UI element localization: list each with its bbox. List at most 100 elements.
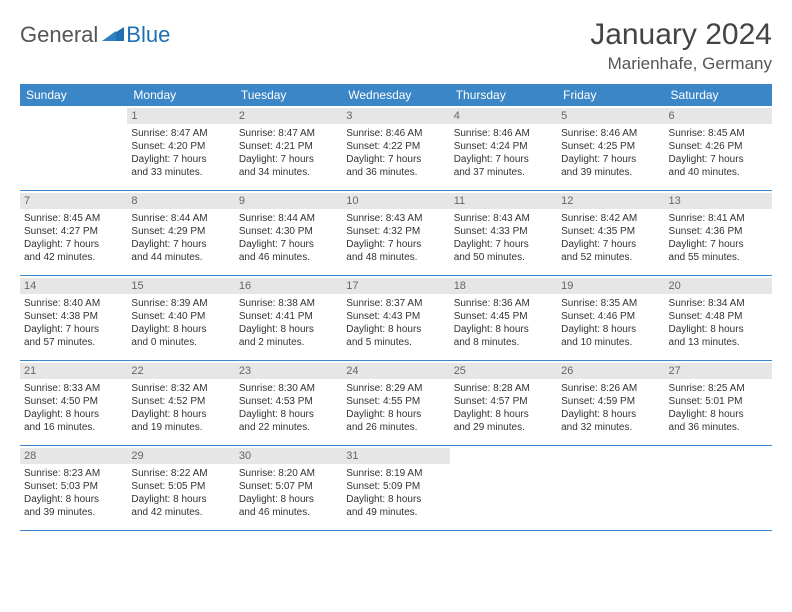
daylight-line: Daylight: 8 hours xyxy=(24,408,123,421)
sunrise-line: Sunrise: 8:46 AM xyxy=(346,127,445,140)
daylight-line-2: and 33 minutes. xyxy=(131,166,230,179)
day-number: 11 xyxy=(450,193,557,209)
day-cell: 9Sunrise: 8:44 AMSunset: 4:30 PMDaylight… xyxy=(235,191,342,275)
day-number: 16 xyxy=(235,278,342,294)
day-number: 1 xyxy=(127,108,234,124)
sunrise-line: Sunrise: 8:37 AM xyxy=(346,297,445,310)
day-cell xyxy=(20,106,127,190)
day-cell: 7Sunrise: 8:45 AMSunset: 4:27 PMDaylight… xyxy=(20,191,127,275)
sunrise-line: Sunrise: 8:29 AM xyxy=(346,382,445,395)
day-cell: 19Sunrise: 8:35 AMSunset: 4:46 PMDayligh… xyxy=(557,276,664,360)
sunrise-line: Sunrise: 8:42 AM xyxy=(561,212,660,225)
daylight-line: Daylight: 8 hours xyxy=(24,493,123,506)
sunrise-line: Sunrise: 8:45 AM xyxy=(669,127,768,140)
day-cell: 24Sunrise: 8:29 AMSunset: 4:55 PMDayligh… xyxy=(342,361,449,445)
day-cell xyxy=(557,446,664,530)
daylight-line-2: and 34 minutes. xyxy=(239,166,338,179)
sunset-line: Sunset: 4:43 PM xyxy=(346,310,445,323)
day-cell: 13Sunrise: 8:41 AMSunset: 4:36 PMDayligh… xyxy=(665,191,772,275)
day-cell: 27Sunrise: 8:25 AMSunset: 5:01 PMDayligh… xyxy=(665,361,772,445)
weekday-header: Tuesday xyxy=(235,84,342,106)
sunset-line: Sunset: 4:45 PM xyxy=(454,310,553,323)
sunset-line: Sunset: 4:33 PM xyxy=(454,225,553,238)
daylight-line: Daylight: 7 hours xyxy=(561,153,660,166)
sunset-line: Sunset: 5:07 PM xyxy=(239,480,338,493)
calendar-grid: Sunday Monday Tuesday Wednesday Thursday… xyxy=(20,84,772,531)
day-number: 10 xyxy=(342,193,449,209)
sunset-line: Sunset: 4:29 PM xyxy=(131,225,230,238)
sunset-line: Sunset: 4:53 PM xyxy=(239,395,338,408)
day-cell: 25Sunrise: 8:28 AMSunset: 4:57 PMDayligh… xyxy=(450,361,557,445)
day-cell: 10Sunrise: 8:43 AMSunset: 4:32 PMDayligh… xyxy=(342,191,449,275)
day-number: 8 xyxy=(127,193,234,209)
day-number: 5 xyxy=(557,108,664,124)
month-title: January 2024 xyxy=(590,18,772,52)
sunset-line: Sunset: 4:59 PM xyxy=(561,395,660,408)
sunrise-line: Sunrise: 8:36 AM xyxy=(454,297,553,310)
daylight-line: Daylight: 8 hours xyxy=(131,408,230,421)
day-number: 18 xyxy=(450,278,557,294)
day-cell: 3Sunrise: 8:46 AMSunset: 4:22 PMDaylight… xyxy=(342,106,449,190)
daylight-line-2: and 16 minutes. xyxy=(24,421,123,434)
weekday-header: Thursday xyxy=(450,84,557,106)
logo-text-general: General xyxy=(20,22,98,48)
sunset-line: Sunset: 5:01 PM xyxy=(669,395,768,408)
daylight-line-2: and 5 minutes. xyxy=(346,336,445,349)
sunrise-line: Sunrise: 8:43 AM xyxy=(346,212,445,225)
sunrise-line: Sunrise: 8:47 AM xyxy=(239,127,338,140)
weekday-header: Monday xyxy=(127,84,234,106)
daylight-line: Daylight: 8 hours xyxy=(669,408,768,421)
day-number: 25 xyxy=(450,363,557,379)
day-number: 22 xyxy=(127,363,234,379)
day-number: 21 xyxy=(20,363,127,379)
daylight-line-2: and 52 minutes. xyxy=(561,251,660,264)
daylight-line: Daylight: 7 hours xyxy=(454,238,553,251)
sunset-line: Sunset: 4:57 PM xyxy=(454,395,553,408)
day-cell: 8Sunrise: 8:44 AMSunset: 4:29 PMDaylight… xyxy=(127,191,234,275)
day-number: 26 xyxy=(557,363,664,379)
daylight-line: Daylight: 7 hours xyxy=(24,238,123,251)
sunrise-line: Sunrise: 8:43 AM xyxy=(454,212,553,225)
daylight-line: Daylight: 8 hours xyxy=(239,493,338,506)
daylight-line: Daylight: 7 hours xyxy=(131,153,230,166)
sunrise-line: Sunrise: 8:23 AM xyxy=(24,467,123,480)
daylight-line: Daylight: 8 hours xyxy=(454,408,553,421)
sunrise-line: Sunrise: 8:26 AM xyxy=(561,382,660,395)
week-row: 21Sunrise: 8:33 AMSunset: 4:50 PMDayligh… xyxy=(20,361,772,446)
sunset-line: Sunset: 4:50 PM xyxy=(24,395,123,408)
day-cell: 15Sunrise: 8:39 AMSunset: 4:40 PMDayligh… xyxy=(127,276,234,360)
sunset-line: Sunset: 4:26 PM xyxy=(669,140,768,153)
day-number: 2 xyxy=(235,108,342,124)
daylight-line-2: and 13 minutes. xyxy=(669,336,768,349)
day-cell: 1Sunrise: 8:47 AMSunset: 4:20 PMDaylight… xyxy=(127,106,234,190)
daylight-line: Daylight: 7 hours xyxy=(454,153,553,166)
daylight-line-2: and 50 minutes. xyxy=(454,251,553,264)
sunrise-line: Sunrise: 8:19 AM xyxy=(346,467,445,480)
day-cell xyxy=(450,446,557,530)
header-block: General Blue January 2024 Marienhafe, Ge… xyxy=(20,18,772,74)
daylight-line: Daylight: 8 hours xyxy=(669,323,768,336)
sunrise-line: Sunrise: 8:47 AM xyxy=(131,127,230,140)
day-cell: 12Sunrise: 8:42 AMSunset: 4:35 PMDayligh… xyxy=(557,191,664,275)
daylight-line: Daylight: 8 hours xyxy=(561,408,660,421)
daylight-line: Daylight: 8 hours xyxy=(346,323,445,336)
sunrise-line: Sunrise: 8:39 AM xyxy=(131,297,230,310)
daylight-line-2: and 42 minutes. xyxy=(131,506,230,519)
sunrise-line: Sunrise: 8:30 AM xyxy=(239,382,338,395)
weekday-header: Wednesday xyxy=(342,84,449,106)
day-cell: 23Sunrise: 8:30 AMSunset: 4:53 PMDayligh… xyxy=(235,361,342,445)
day-cell: 16Sunrise: 8:38 AMSunset: 4:41 PMDayligh… xyxy=(235,276,342,360)
sunset-line: Sunset: 4:41 PM xyxy=(239,310,338,323)
daylight-line: Daylight: 8 hours xyxy=(239,408,338,421)
sunrise-line: Sunrise: 8:44 AM xyxy=(239,212,338,225)
daylight-line-2: and 46 minutes. xyxy=(239,251,338,264)
day-number: 19 xyxy=(557,278,664,294)
daylight-line-2: and 44 minutes. xyxy=(131,251,230,264)
day-cell: 21Sunrise: 8:33 AMSunset: 4:50 PMDayligh… xyxy=(20,361,127,445)
day-number: 13 xyxy=(665,193,772,209)
sunrise-line: Sunrise: 8:22 AM xyxy=(131,467,230,480)
week-row: 14Sunrise: 8:40 AMSunset: 4:38 PMDayligh… xyxy=(20,276,772,361)
daylight-line: Daylight: 7 hours xyxy=(346,153,445,166)
daylight-line-2: and 19 minutes. xyxy=(131,421,230,434)
sunset-line: Sunset: 4:48 PM xyxy=(669,310,768,323)
